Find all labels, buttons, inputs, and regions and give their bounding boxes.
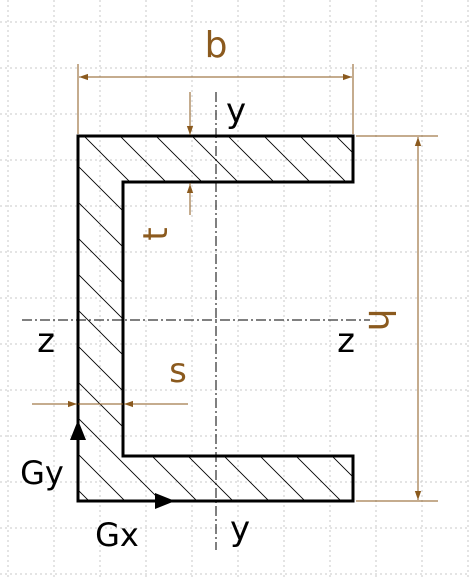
hatch-line xyxy=(199,136,353,501)
label-s: s xyxy=(169,351,187,391)
label-z-right: z xyxy=(337,321,355,361)
hatch-line xyxy=(380,0,469,577)
hatch-line xyxy=(78,136,353,501)
dimension-b xyxy=(77,64,354,134)
label-y-top: y xyxy=(226,91,246,131)
hatch-line xyxy=(416,0,469,577)
hatch-line xyxy=(78,136,353,501)
label-gy: Gy xyxy=(20,454,64,492)
hatch-line xyxy=(163,136,353,501)
label-z-left: z xyxy=(37,321,55,361)
label-gx: Gx xyxy=(95,516,139,554)
label-t: t xyxy=(136,227,176,240)
hatch-line xyxy=(91,136,353,501)
label-y-bottom: y xyxy=(230,509,250,549)
hatch-line xyxy=(307,136,353,501)
hatch-line xyxy=(271,136,353,501)
hatch-line xyxy=(78,136,353,501)
hatch-line xyxy=(343,136,353,501)
label-h: h xyxy=(360,309,401,332)
hatch-line xyxy=(452,0,469,577)
dimension-h xyxy=(356,135,438,502)
label-b: b xyxy=(205,25,228,66)
